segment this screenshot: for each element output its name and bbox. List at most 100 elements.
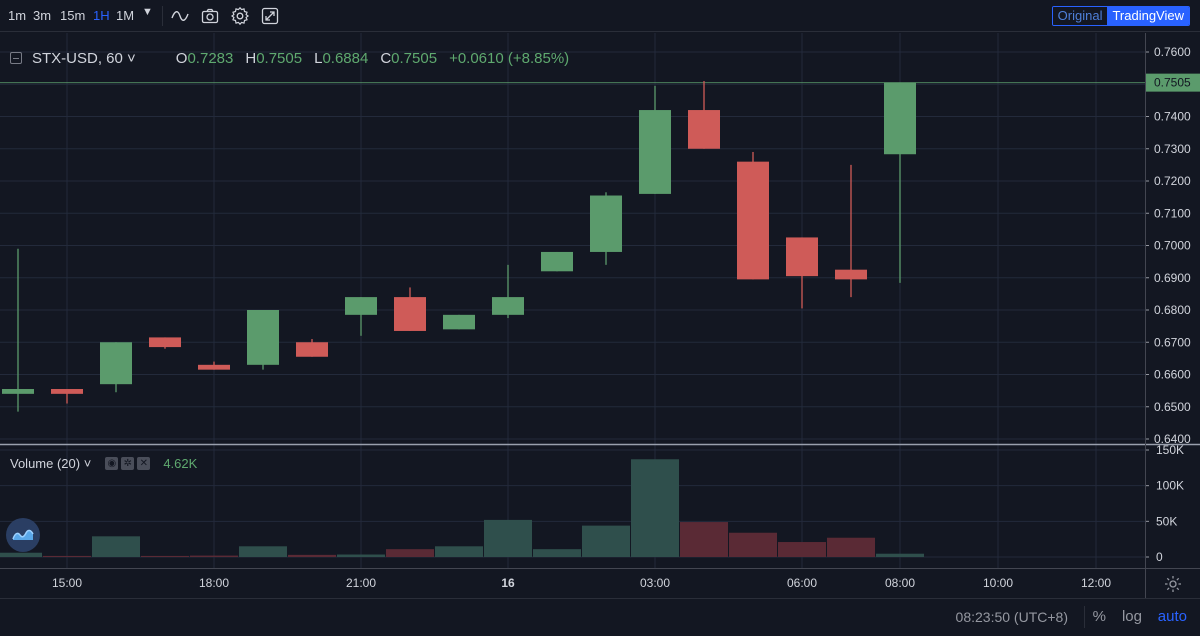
candle-body — [688, 110, 720, 149]
top-toolbar: 1m 3m 15m 1H 1M ▼ Original TradingView — [0, 0, 1200, 32]
high-label: H — [245, 49, 257, 67]
candle-body — [786, 237, 818, 277]
symbol-name: STX-USD, 60 — [32, 49, 123, 67]
price-tick-label: 0.6900 — [1154, 271, 1191, 285]
camera-icon[interactable] — [200, 6, 220, 26]
time-tick-label: 16 — [501, 576, 515, 590]
status-divider — [1084, 606, 1085, 628]
volume-bar — [92, 536, 140, 557]
volume-bar — [680, 522, 728, 557]
volume-bar — [190, 555, 238, 557]
time-tick-label: 18:00 — [199, 576, 229, 590]
price-chart[interactable]: 0.76000.75000.74000.73000.72000.71000.70… — [0, 33, 1200, 598]
eye-icon[interactable]: ◉ — [105, 456, 119, 470]
price-tick-label: 0.6700 — [1154, 335, 1191, 349]
collapse-legend-icon[interactable] — [10, 52, 22, 64]
clock-readout: 08:23:50 (UTC+8) — [955, 609, 1068, 625]
time-tick-label: 06:00 — [787, 576, 817, 590]
last-price-label: 0.7505 — [1154, 76, 1191, 90]
interval-1m[interactable]: 1m — [8, 8, 27, 23]
toolbar-divider — [162, 6, 163, 26]
volume-bar — [827, 537, 875, 557]
price-tick-label: 0.7600 — [1154, 45, 1191, 59]
candle-body — [345, 297, 377, 315]
view-original-button[interactable]: Original — [1052, 7, 1108, 25]
candle-body — [884, 82, 916, 155]
candle-body — [198, 364, 230, 370]
candle-body — [247, 310, 279, 365]
candle-body — [100, 342, 132, 385]
low-value: 0.6884 — [322, 49, 369, 67]
bottom-status-bar: 08:23:50 (UTC+8) % log auto — [0, 598, 1200, 636]
volume-bar — [435, 546, 483, 557]
candle-body — [51, 389, 83, 394]
volume-tick-label: 50K — [1156, 514, 1177, 528]
open-value: 0.7283 — [187, 49, 234, 67]
candle-body — [835, 269, 867, 280]
view-tradingview-button[interactable]: TradingView — [1107, 7, 1189, 25]
volume-bar — [631, 459, 679, 557]
time-tick-label: 21:00 — [346, 576, 376, 590]
low-label: L — [314, 49, 323, 67]
volume-bar — [43, 555, 91, 557]
candle-body — [541, 251, 573, 272]
candle-body — [590, 195, 622, 252]
time-tick-label: 08:00 — [885, 576, 915, 590]
volume-bar — [239, 546, 287, 557]
volume-bar — [533, 549, 581, 557]
close-label: C — [380, 49, 392, 67]
price-tick-label: 0.6500 — [1154, 400, 1191, 414]
interval-15m[interactable]: 15m — [60, 8, 86, 23]
volume-bar — [0, 552, 42, 557]
candle-body — [296, 342, 328, 357]
price-tick-label: 0.6800 — [1154, 303, 1191, 317]
volume-bar — [337, 554, 385, 557]
volume-tick-label: 150K — [1156, 443, 1184, 457]
settings-icon[interactable]: ✲ — [121, 456, 135, 470]
volume-bar — [141, 555, 189, 557]
indicators-icon[interactable] — [170, 6, 190, 26]
close-icon[interactable]: ✕ — [137, 456, 151, 470]
close-value: 0.7505 — [391, 49, 438, 67]
gear-icon[interactable] — [230, 6, 250, 26]
candle-body — [394, 297, 426, 331]
view-toggle: Original TradingView — [1051, 6, 1190, 26]
interval-3m[interactable]: 3m — [33, 8, 52, 23]
price-pane — [0, 33, 1145, 443]
interval-1h[interactable]: 1H — [93, 8, 110, 23]
volume-pane — [0, 446, 1145, 568]
price-tick-label: 0.6400 — [1154, 432, 1191, 446]
volume-bar — [876, 553, 924, 557]
volume-indicator-name: Volume (20) — [10, 455, 81, 471]
symbol-label[interactable]: STX-USD, 60 ˅ — [32, 49, 136, 67]
time-tick-label: 10:00 — [983, 576, 1013, 590]
axis-settings-icon[interactable] — [1163, 574, 1183, 594]
volume-tick-label: 0 — [1156, 550, 1163, 564]
fullscreen-icon[interactable] — [260, 6, 280, 26]
chevron-down-icon[interactable]: ▼ — [142, 6, 153, 18]
volume-bar — [484, 519, 532, 557]
candle-body — [149, 337, 181, 348]
interval-1month[interactable]: 1M — [116, 8, 135, 23]
price-tick-label: 0.6600 — [1154, 368, 1191, 382]
candle-body — [737, 161, 769, 280]
candle-body — [2, 389, 34, 394]
change-value: +0.0610 (+8.85%) — [449, 49, 570, 67]
open-label: O — [175, 49, 188, 67]
price-tick-label: 0.7200 — [1154, 174, 1191, 188]
time-tick-label: 15:00 — [52, 576, 82, 590]
price-tick-label: 0.7300 — [1154, 142, 1191, 156]
tradingview-logo[interactable] — [6, 518, 40, 552]
price-tick-label: 0.7100 — [1154, 206, 1191, 220]
volume-bar — [778, 542, 826, 557]
log-scale-button[interactable]: log — [1121, 608, 1142, 625]
time-tick-label: 03:00 — [640, 576, 670, 590]
candle-body — [443, 314, 475, 330]
price-tick-label: 0.7400 — [1154, 110, 1191, 124]
volume-indicator-label[interactable]: Volume (20) ˅ — [10, 455, 92, 471]
auto-scale-button[interactable]: auto — [1157, 608, 1187, 625]
volume-tick-label: 100K — [1156, 479, 1184, 493]
percent-scale-button[interactable]: % — [1092, 608, 1106, 625]
high-value: 0.7505 — [256, 49, 303, 67]
